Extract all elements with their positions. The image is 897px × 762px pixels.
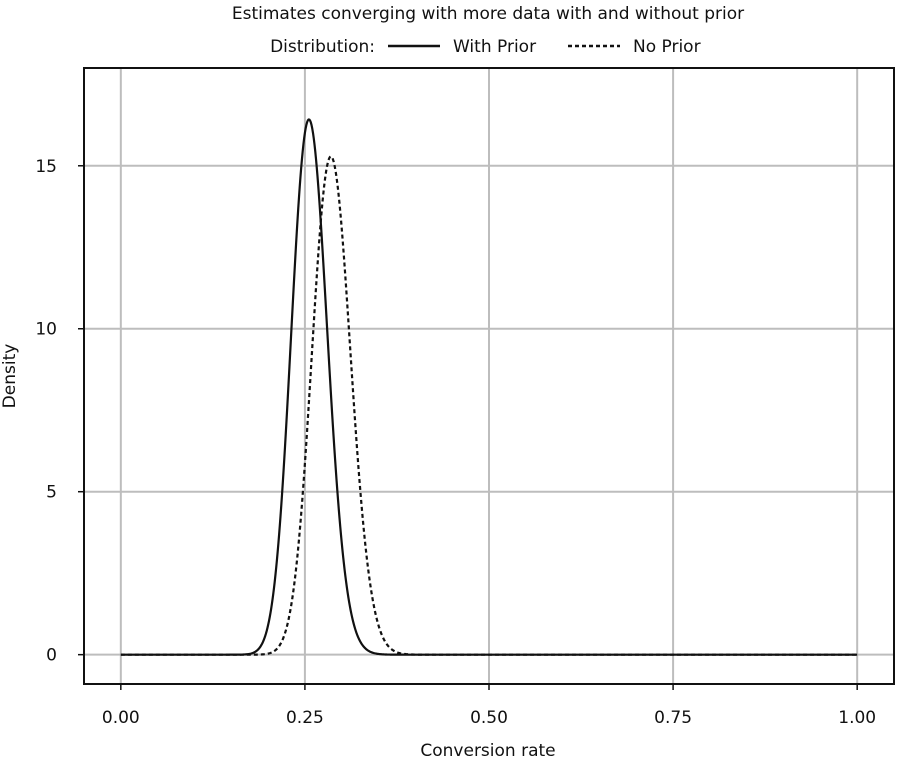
y-tick-label: 10: [35, 320, 57, 340]
x-tick-label: 0.00: [102, 708, 140, 728]
x-tick-label: 0.50: [470, 708, 508, 728]
y-axis-label: Density: [0, 344, 20, 409]
y-tick-label: 5: [46, 483, 57, 503]
data-curves: [120, 118, 858, 656]
legend-title: Distribution:: [270, 37, 375, 57]
gridlines: [84, 68, 894, 684]
x-axis-label: Conversion rate: [420, 741, 555, 761]
x-tick-label: 0.75: [654, 708, 692, 728]
legend-label-no-prior: No Prior: [633, 37, 701, 57]
y-tick-label: 15: [35, 157, 57, 177]
legend: Distribution: With Prior No Prior: [270, 37, 700, 57]
chart-title: Estimates converging with more data with…: [232, 4, 744, 24]
x-axis-ticks: 0.00 0.25 0.50 0.75 1.00: [102, 684, 876, 728]
x-tick-label: 1.00: [838, 708, 876, 728]
x-tick-label: 0.25: [286, 708, 324, 728]
y-axis-ticks: 0 5 10 15: [35, 157, 84, 666]
y-tick-label: 0: [46, 646, 57, 666]
legend-label-with-prior: With Prior: [453, 37, 536, 57]
series-line-no-prior: [120, 155, 858, 656]
